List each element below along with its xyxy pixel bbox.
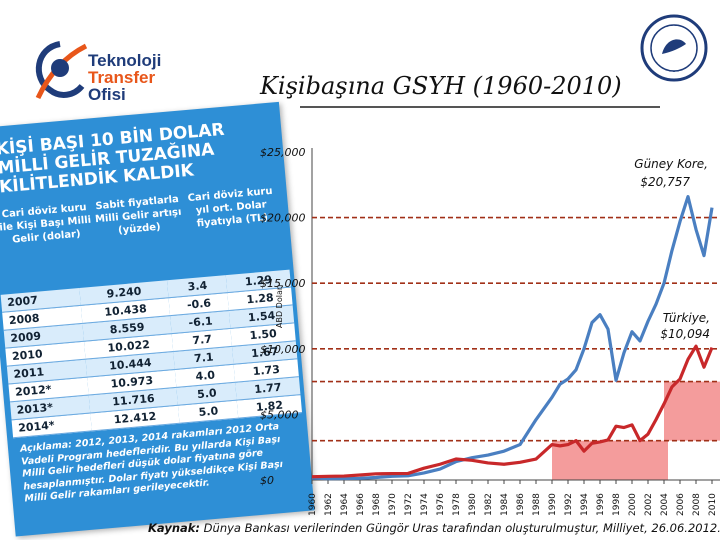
y-tick-label: $5,000 [260,408,299,421]
logo-line-1: Teknoloji [88,51,162,70]
x-tick-label: 1996 [596,493,606,516]
korea-label-name: Güney Kore, [634,157,708,171]
shaded-band [552,440,668,480]
x-tick-label: 2000 [628,493,638,516]
tto-logo-text: Teknoloji Transfer Ofisi [88,52,161,103]
slide-title: Kişibaşına GSYH (1960-2010) [260,72,622,100]
x-tick-label: 1962 [324,493,334,516]
y-tick-label: $20,000 [260,212,306,225]
x-tick-label: 1966 [356,493,366,516]
logo-line-3: Ofisi [88,85,126,104]
gdp-chart: $0 $5,000 $10,000 $15,000 $20,000 $25,000 ABD … [260,146,720,516]
korea-label-value: $20,757 [640,175,690,189]
x-tick-label: 1964 [340,493,350,516]
x-tick-label: 1980 [468,493,478,516]
x-tick-label: 1976 [436,493,446,516]
clipping-headline: KİŞİ BAŞI 10 BİN DOLAR MİLLİ GELİR TUZAĞ… [0,119,226,198]
x-tick-label: 1974 [420,493,430,516]
y-tick-label: $15,000 [260,277,306,290]
x-tick-label: 1994 [580,493,590,516]
y-tick-label: $10,000 [260,343,306,356]
x-tick-label: 1978 [452,493,462,516]
gazi-swoosh-icon [35,41,88,100]
y-axis-label: ABD Doları [275,285,284,328]
y-tick-label: $0 [260,474,274,487]
source-label: Kaynak: [148,521,201,535]
title-underline [300,106,660,108]
series-line-turkey [311,344,714,479]
x-tick-label: 2002 [644,493,654,516]
x-tick-label: 2004 [660,493,670,516]
x-tick-label: 1998 [612,493,622,516]
series-line-korea [311,195,714,481]
x-tick-label: 1970 [388,493,398,516]
x-tick-label: 2010 [708,493,718,516]
clipping-col-2: Sabit fiyatlarla Milli Gelir artışı (yüz… [94,193,182,237]
x-tick-label: 1984 [500,493,510,516]
x-tick-label: 2006 [676,493,686,516]
turkey-label-name: Türkiye, [663,311,710,325]
x-tick-label: 1992 [564,493,574,516]
university-seal-icon [640,14,708,82]
x-tick-label: 1990 [548,493,558,516]
x-tick-label: 2008 [692,493,702,516]
logo-line-2: Transfer [88,68,156,87]
tto-logo: Teknoloji Transfer Ofisi [30,38,210,108]
x-tick-label: 1960 [308,493,318,516]
x-tick-label: 1986 [516,493,526,516]
x-tick-label: 1968 [372,493,382,516]
clipping-column-headers: Cari döviz kuru ile Kişi Başı Milli Geli… [0,184,279,247]
x-tick-label: 1982 [484,493,494,516]
source-note: Kaynak: Dünya Bankası verilerinden Güngö… [148,521,720,535]
shaded-band [664,381,720,441]
source-text: Dünya Bankası verilerinden Güngör Uras t… [200,521,720,535]
clipping-col-1: Cari döviz kuru ile Kişi Başı Milli Geli… [0,202,92,246]
clipping-cell: 5.0 [178,400,239,424]
turkey-label-value: $10,094 [660,327,710,341]
y-tick-label: $25,000 [260,146,306,159]
x-tick-label: 1988 [532,493,542,516]
x-tick-label: 1972 [404,493,414,516]
